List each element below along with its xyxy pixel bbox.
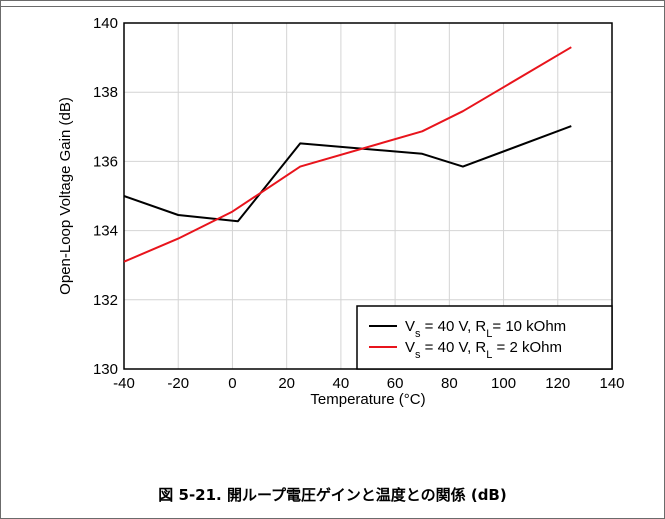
x-tick-label: 40	[333, 375, 350, 392]
x-tick-labels: -40 -20 0 20 40 60 80 100 120 140	[113, 375, 624, 392]
y-axis-title: Open-Loop Voltage Gain (dB)	[57, 97, 74, 295]
x-tick-label: -40	[113, 375, 135, 392]
y-tick-label: 136	[93, 153, 118, 170]
y-tick-labels: 130 132 134 136 138 140	[93, 15, 118, 378]
x-axis-title: Temperature (°C)	[310, 391, 425, 408]
chart: 130 132 134 136 138 140 -40 -20 0 20 40 60 80 100 120…	[57, 15, 625, 408]
x-tick-label: 80	[441, 375, 458, 392]
x-tick-label: 20	[278, 375, 295, 392]
y-tick-label: 140	[93, 15, 118, 32]
series-line-1	[123, 125, 572, 223]
series-lines	[123, 46, 572, 263]
x-tick-label: 100	[491, 375, 516, 392]
y-tick-label: 134	[93, 223, 118, 240]
top-rule	[0, 0, 665, 7]
x-tick-label: 60	[387, 375, 404, 392]
legend-box	[356, 305, 613, 370]
figure-caption: 図 5-21. 開ループ電圧ゲインと温度との関係 (dB)	[158, 486, 507, 504]
legend-label-2: Vs = 40 V, RL = 2 kOhm	[405, 339, 562, 361]
x-tick-label: -20	[167, 375, 189, 392]
y-tick-label: 138	[93, 84, 118, 101]
series-line-2	[123, 46, 572, 263]
x-tick-label: 0	[228, 375, 236, 392]
y-tick-label: 130	[93, 361, 118, 378]
y-tick-label: 132	[93, 292, 118, 309]
x-tick-label: 120	[545, 375, 570, 392]
x-tick-label: 140	[599, 375, 624, 392]
legend-label-1: Vs = 40 V, RL= 10 kOhm	[405, 318, 566, 340]
